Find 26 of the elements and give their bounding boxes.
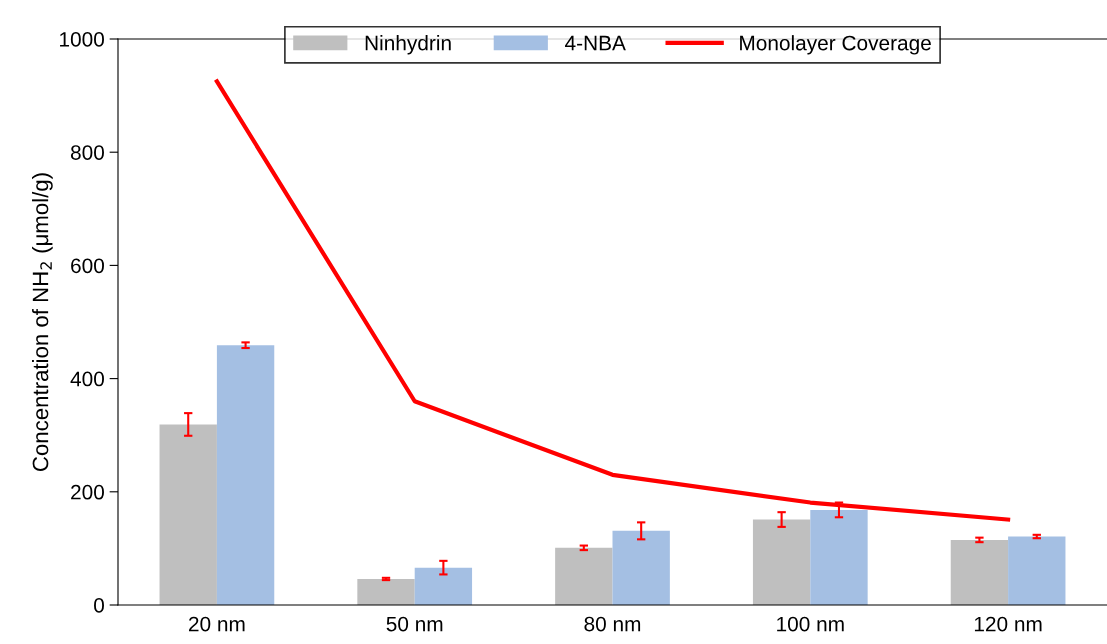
- x-tick-label: 80 nm: [584, 616, 641, 632]
- y-tick-label: 800: [70, 145, 104, 160]
- x-tick-label: 100 nm: [777, 616, 844, 632]
- bar: [1008, 536, 1066, 605]
- bar: [752, 519, 811, 605]
- bar: [216, 345, 275, 605]
- bar: [414, 567, 473, 605]
- x-tick-label: 20 nm: [189, 616, 245, 632]
- y-tick-label: 1000: [60, 32, 104, 47]
- legend-label: Ninhydrin: [365, 35, 451, 55]
- y-tick-label: 600: [71, 258, 104, 274]
- bar: [555, 547, 613, 605]
- x-tick-label: 120 nm: [974, 616, 1042, 632]
- bar: [810, 509, 868, 605]
- bar: [612, 530, 670, 605]
- y-tick-label: 0: [94, 598, 104, 613]
- y-tick-label: 200: [71, 484, 104, 500]
- x-tick-label: 50 nm: [386, 616, 443, 632]
- legend-label: 4-NBA: [565, 35, 626, 51]
- y-tick-label: 400: [70, 371, 104, 387]
- y-axis-title: Concentration of NH$_{2}$ (μmol/g): [32, 173, 53, 471]
- line-series: [214, 79, 1011, 522]
- bar: [357, 578, 415, 605]
- bar: [159, 424, 217, 605]
- legend-label: Monolayer Coverage: [740, 35, 931, 55]
- bar: [950, 539, 1009, 605]
